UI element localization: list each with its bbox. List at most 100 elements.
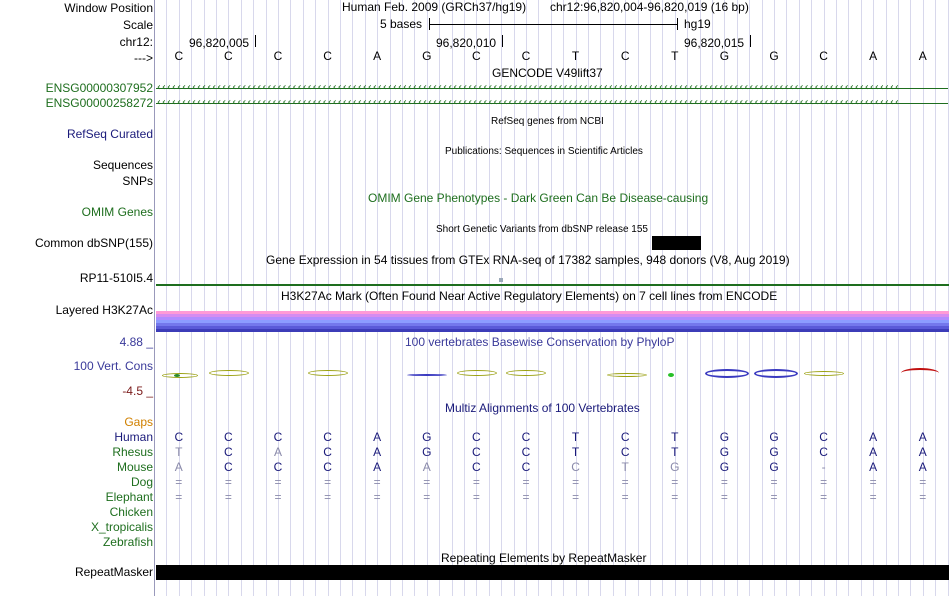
multiz-base: = [572, 490, 580, 504]
label-refseq-curated[interactable]: RefSeq Curated [66, 127, 153, 141]
label-omim-genes[interactable]: OMIM Genes [81, 205, 153, 219]
base-letter: A [869, 49, 878, 63]
multiz-base: = [274, 490, 282, 504]
multiz-base: G [670, 460, 680, 474]
label-100-vert-cons[interactable]: 100 Vert. Cons [73, 359, 153, 373]
phylop-mark-1 [162, 373, 198, 378]
gtex-expression-mark[interactable] [499, 278, 503, 282]
species-label-rhesus[interactable]: Rhesus [112, 445, 153, 459]
label-gene-ensg00000307952[interactable]: ENSG00000307952 [45, 81, 153, 95]
base-grid [154, 0, 950, 596]
base-letter: C [224, 49, 233, 63]
scale-bar [429, 24, 677, 25]
multiz-base: G [719, 460, 730, 474]
multiz-base: A [869, 460, 878, 474]
multiz-base: = [423, 475, 431, 489]
multiz-base: = [720, 475, 728, 489]
grid-line [513, 0, 515, 596]
grid-line [674, 0, 676, 596]
species-label-x_tropicalis[interactable]: X_tropicalis [90, 520, 153, 534]
multiz-base: = [919, 475, 927, 489]
label-window-position: Window Position [64, 1, 153, 15]
label-gaps[interactable]: Gaps [124, 415, 153, 429]
label-sequences[interactable]: Sequences [92, 158, 153, 172]
species-label-elephant[interactable]: Elephant [105, 490, 153, 504]
coord-tick-label-1: 96,820,005 [189, 36, 250, 50]
grid-line [526, 0, 527, 596]
base-letter: T [571, 49, 580, 63]
dbsnp-variant-block[interactable] [652, 236, 701, 250]
grid-line [687, 0, 689, 596]
multiz-base: G [719, 445, 730, 459]
base-letter: C [819, 49, 828, 63]
grid-line [885, 0, 887, 596]
grid-line [600, 0, 602, 596]
multiz-base: A [273, 445, 282, 459]
label-arrow: ---> [134, 51, 153, 65]
multiz-base: G [769, 445, 779, 459]
coord-tick-label-3: 96,820,015 [684, 36, 745, 50]
phylop-mark-16 [901, 368, 939, 378]
species-label-chicken[interactable]: Chicken [109, 505, 153, 519]
species-label-dog[interactable]: Dog [130, 475, 153, 489]
base-letter: C [521, 49, 531, 63]
grid-line [650, 0, 651, 596]
label-repeatmasker[interactable]: RepeatMasker [74, 565, 153, 579]
gencode-track-title: GENCODE V49lift37 [492, 66, 603, 80]
label-common-dbsnp[interactable]: Common dbSNP(155) [34, 236, 153, 250]
grid-line [488, 0, 490, 596]
window-position-value: chr12:96,820,004-96,820,019 (16 bp) [550, 0, 749, 14]
species-label-human[interactable]: Human [114, 430, 153, 444]
grid-line [761, 0, 763, 596]
gene-ensg00000307952-line[interactable] [156, 88, 948, 89]
multiz-base: = [869, 475, 877, 489]
grid-line [191, 0, 193, 596]
multiz-base: C [273, 430, 283, 444]
species-label-zebrafish[interactable]: Zebrafish [102, 535, 153, 549]
multiz-base: C [323, 460, 332, 474]
label-chr: chr12: [119, 35, 153, 49]
multiz-base: - [821, 460, 826, 474]
multiz-base: G [719, 430, 730, 444]
multiz-base: = [621, 490, 629, 504]
multiz-track-title: Multiz Alignments of 100 Vertebrates [445, 401, 640, 415]
grid-line [265, 0, 267, 596]
grid-line [736, 0, 738, 596]
multiz-base: = [572, 475, 580, 489]
multiz-base: A [918, 445, 927, 459]
multiz-base: = [224, 490, 232, 504]
repeatmasker-track-title: Repeating Elements by RepeatMasker [441, 551, 647, 565]
multiz-base: T [671, 445, 679, 459]
omim-track-title: OMIM Gene Phenotypes - Dark Green Can Be… [368, 191, 709, 205]
base-letter: T [671, 49, 679, 63]
gene-ensg00000258272-line[interactable] [156, 103, 948, 104]
multiz-base: = [770, 475, 778, 489]
gtex-gene-line[interactable] [156, 284, 949, 286]
grid-line [290, 0, 292, 596]
coord-tick-1 [255, 35, 256, 47]
multiz-base: A [918, 430, 927, 444]
base-letter: G [422, 49, 432, 63]
multiz-base: G [769, 460, 779, 474]
multiz-base: C [472, 430, 481, 444]
label-snps[interactable]: SNPs [122, 174, 153, 188]
grid-line [774, 0, 775, 596]
h3k27ac-layer-1 [156, 311, 949, 314]
grid-line [811, 0, 813, 596]
grid-line [278, 0, 279, 596]
label-layered-h3k27ac[interactable]: Layered H3K27Ac [55, 303, 153, 317]
scale-db: hg19 [684, 17, 711, 31]
label-gtex-gene[interactable]: RP11-510I5.4 [79, 271, 153, 285]
multiz-base: = [720, 490, 728, 504]
repeatmasker-element[interactable] [156, 565, 949, 580]
multiz-base: = [671, 490, 679, 504]
grid-line [823, 0, 825, 596]
grid-line [724, 0, 726, 596]
multiz-base: C [224, 430, 233, 444]
multiz-base: = [224, 475, 232, 489]
multiz-base: C [521, 430, 531, 444]
label-gene-ensg00000258272[interactable]: ENSG00000258272 [45, 96, 153, 110]
grid-line [836, 0, 837, 596]
species-label-mouse[interactable]: Mouse [116, 460, 153, 474]
grid-line [203, 0, 205, 596]
